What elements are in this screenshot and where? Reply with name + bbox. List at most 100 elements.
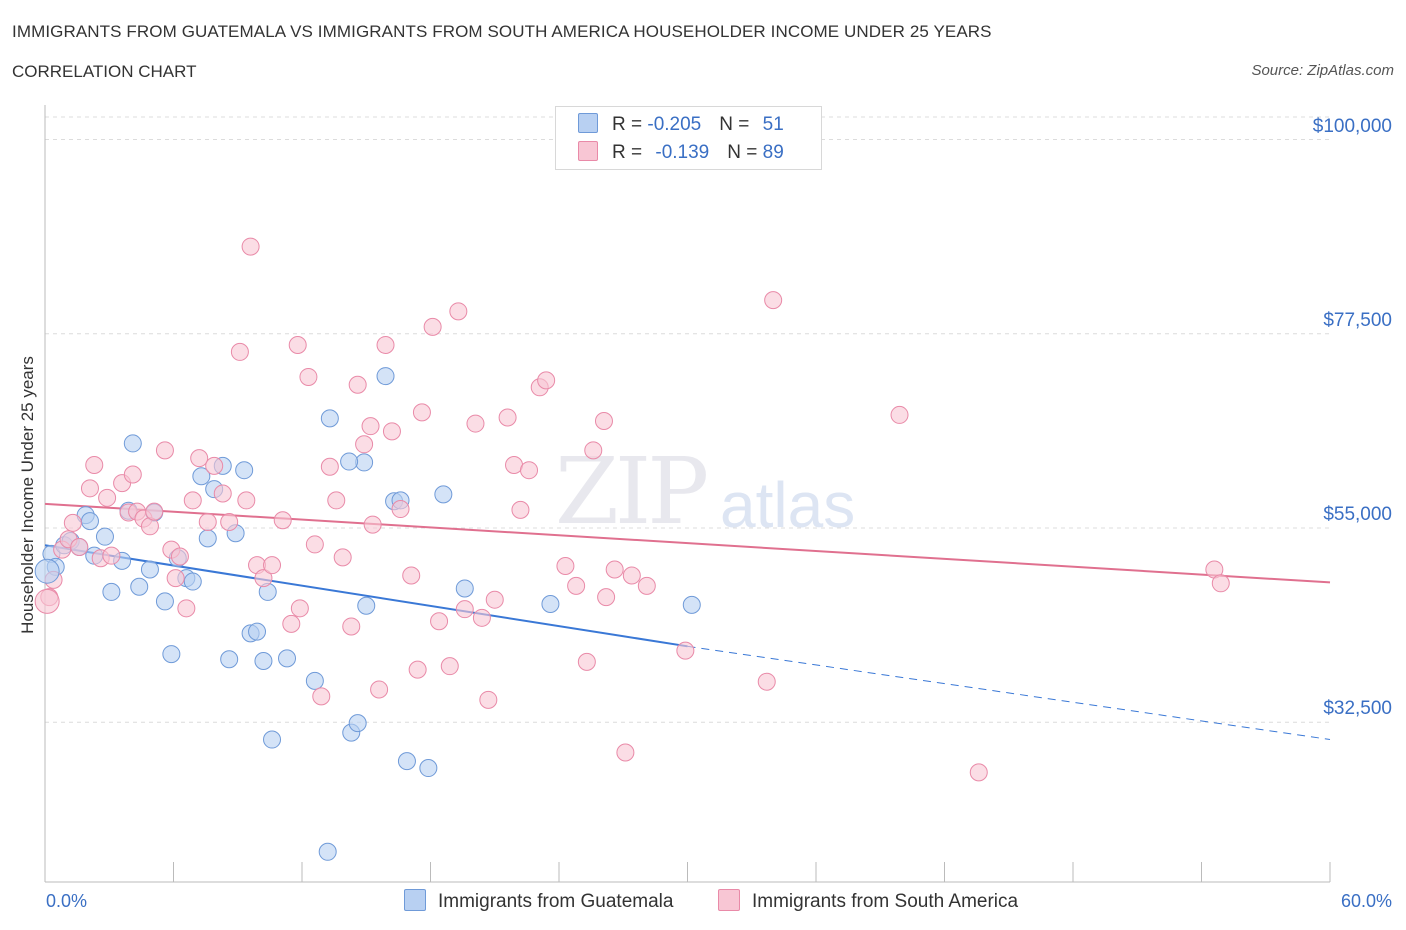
guatemala-point xyxy=(140,560,159,579)
southamerica-point xyxy=(637,576,656,595)
guatemala-point xyxy=(355,453,374,472)
southamerica-point xyxy=(205,456,224,475)
southamerica-point xyxy=(273,511,292,530)
guatemala-point xyxy=(130,577,149,596)
guatemala-point xyxy=(357,596,376,615)
southamerica-point xyxy=(263,556,282,575)
southamerica-point xyxy=(85,456,104,475)
southamerica-point xyxy=(616,743,635,762)
y-axis-label: Householder Income Under 25 years xyxy=(18,356,37,634)
guatemala-point xyxy=(263,730,282,749)
guatemala-point xyxy=(102,582,121,601)
southamerica-point xyxy=(190,449,209,468)
guatemala-point xyxy=(318,842,337,861)
guatemala-trend-line xyxy=(44,544,688,648)
watermark-zip: ZIP xyxy=(555,438,709,545)
southamerica-point xyxy=(520,461,539,480)
watermark-atlas: atlas xyxy=(720,469,856,541)
southamerica-point xyxy=(537,371,556,390)
legend-n-value: 89 xyxy=(762,142,784,163)
series-label-southamerica: Immigrants from South America xyxy=(752,891,1019,912)
series-legend-guatemala: Immigrants from Guatemala xyxy=(404,889,673,913)
source-label: Source: ZipAtlas.com xyxy=(1251,62,1394,79)
southamerica-point xyxy=(440,657,459,676)
guatemala-point xyxy=(682,595,701,614)
guatemala-point xyxy=(397,752,416,771)
southamerica-point xyxy=(622,566,641,585)
guatemala-point xyxy=(80,512,99,531)
guatemala-point xyxy=(162,645,181,664)
southamerica-point xyxy=(237,491,256,510)
southamerica-point xyxy=(605,560,624,579)
guatemala-point xyxy=(419,759,438,778)
y-tick-label: $77,500 xyxy=(1323,309,1392,331)
chart-subtitle: CORRELATION CHART xyxy=(12,62,197,81)
legend-n-label: N = xyxy=(727,142,763,163)
southamerica-point xyxy=(505,456,524,475)
guatemala-point xyxy=(34,558,60,584)
southamerica-point xyxy=(327,491,346,510)
series-swatch-southamerica xyxy=(718,889,740,911)
southamerica-point xyxy=(290,599,309,618)
grid-lines xyxy=(45,116,1330,723)
guatemala-point xyxy=(95,527,114,546)
southamerica-point xyxy=(213,484,232,503)
southamerica-point xyxy=(430,612,449,631)
legend-r-value: -0.139 xyxy=(655,142,710,163)
southamerica-point xyxy=(890,405,909,424)
southamerica-point xyxy=(183,491,202,510)
southamerica-point xyxy=(305,535,324,554)
guatemala-point xyxy=(248,622,267,641)
guatemala-point xyxy=(320,409,339,428)
legend-row-southamerica: R = -0.139 N = 89 xyxy=(578,141,784,164)
y-tick-label: $32,500 xyxy=(1323,698,1392,720)
legend-swatch-guatemala xyxy=(578,113,598,133)
southamerica-point xyxy=(177,599,196,618)
series-swatch-guatemala xyxy=(404,889,426,911)
guatemala-point xyxy=(348,714,367,733)
guatemala-point xyxy=(220,650,239,669)
southamerica-point xyxy=(320,457,339,476)
southamerica-point xyxy=(757,672,776,691)
guatemala-point xyxy=(541,595,560,614)
southamerica-point xyxy=(254,569,273,588)
southamerica-point xyxy=(391,500,410,519)
chart-title: IMMIGRANTS FROM GUATEMALA VS IMMIGRANTS … xyxy=(12,22,992,41)
guatemala-point xyxy=(278,649,297,668)
legend-row-guatemala: R = -0.205 N = 51 xyxy=(578,113,784,136)
southamerica-point xyxy=(70,538,89,557)
data-points xyxy=(34,237,1230,861)
southamerica-point xyxy=(449,302,468,321)
southamerica-point xyxy=(241,237,260,256)
southamerica-point xyxy=(342,617,361,636)
southamerica-point xyxy=(455,600,474,619)
legend-n-label: N = xyxy=(719,114,755,135)
southamerica-point xyxy=(472,608,491,627)
correlation-legend: R = -0.205 N = 51 R = -0.139 N = 89 xyxy=(555,106,822,170)
legend-r-value: -0.205 xyxy=(647,114,702,135)
guatemala-point xyxy=(192,467,211,486)
southamerica-point xyxy=(34,588,60,614)
legend-swatch-southamerica xyxy=(578,141,598,161)
southamerica-point xyxy=(485,590,504,609)
southamerica-point xyxy=(676,641,695,660)
legend-n-value: 51 xyxy=(762,114,784,135)
southamerica-point xyxy=(361,417,380,436)
southamerica-point xyxy=(969,763,988,782)
southamerica-point xyxy=(408,660,427,679)
x-tick-label-min: 0.0% xyxy=(46,891,88,911)
southamerica-point xyxy=(312,687,331,706)
southamerica-point xyxy=(145,502,164,521)
guatemala-point xyxy=(434,485,453,504)
southamerica-trend-line xyxy=(44,502,1331,584)
southamerica-point xyxy=(370,680,389,699)
southamerica-point xyxy=(423,317,442,336)
southamerica-point xyxy=(412,403,431,422)
southamerica-point xyxy=(220,512,239,531)
guatemala-point xyxy=(155,592,174,611)
southamerica-point xyxy=(230,342,249,361)
southamerica-point xyxy=(479,690,498,709)
guatemala-point xyxy=(305,671,324,690)
southamerica-point xyxy=(597,588,616,607)
southamerica-point xyxy=(363,515,382,534)
